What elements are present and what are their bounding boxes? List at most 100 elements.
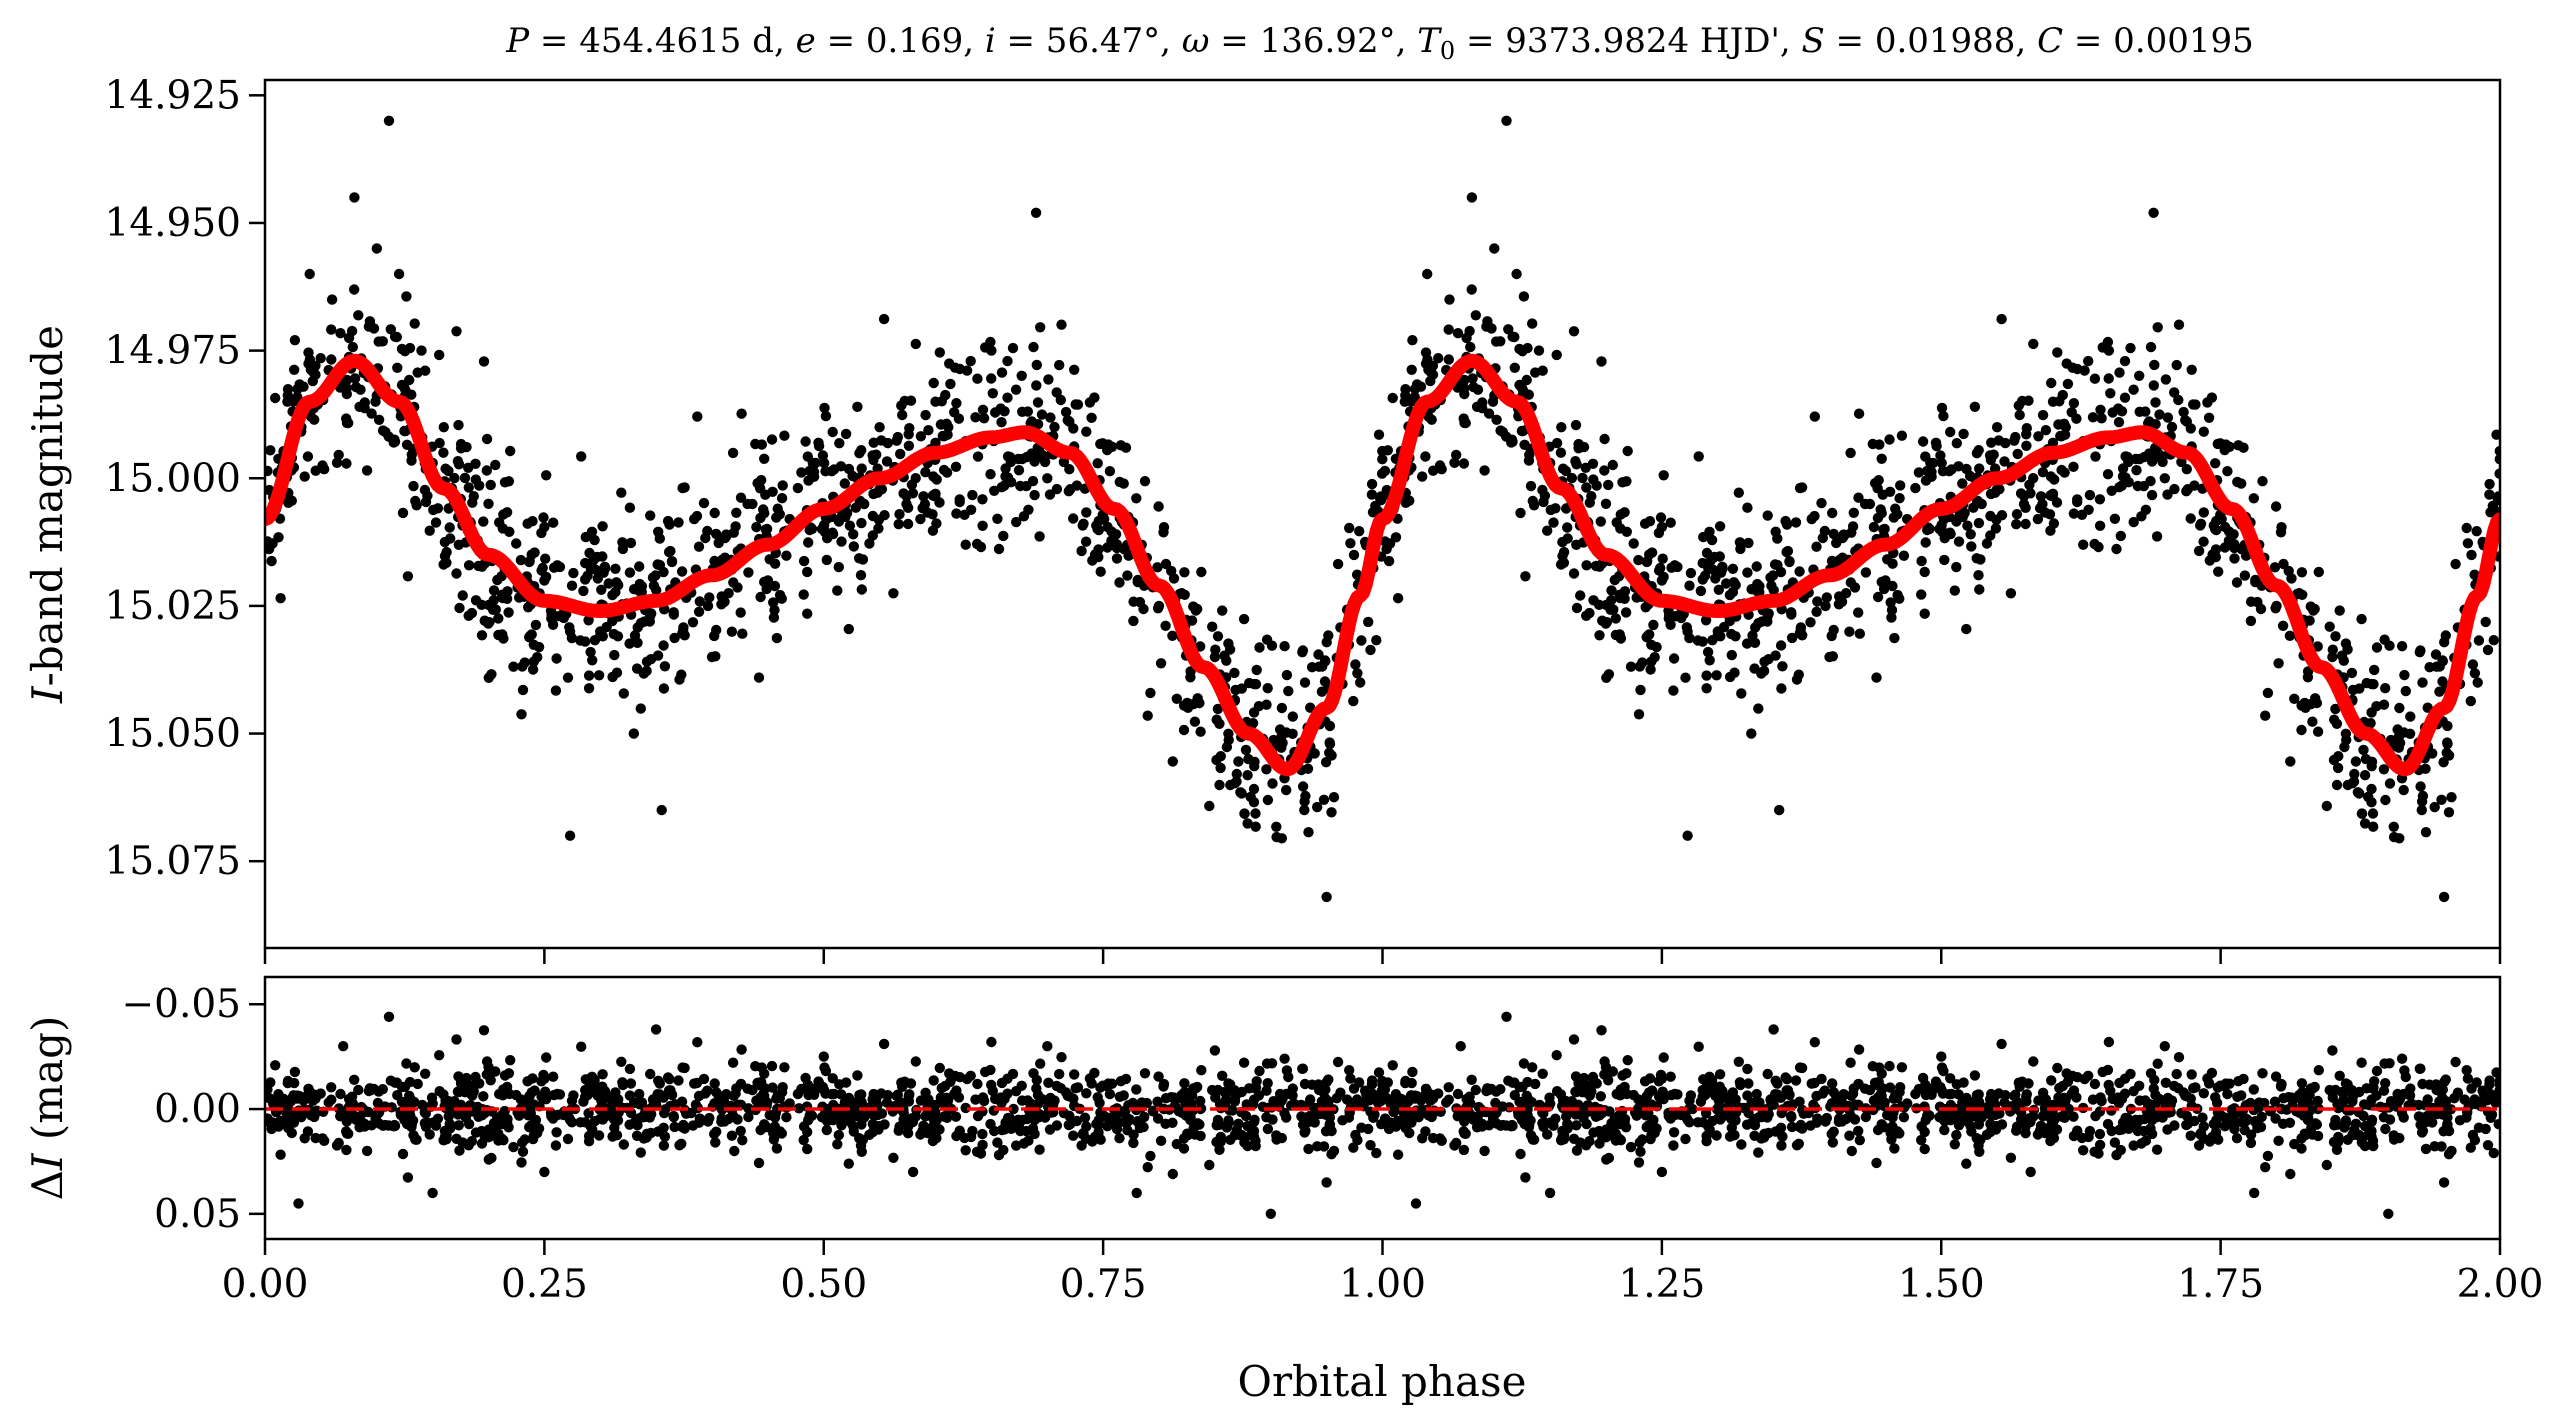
observation-point [856, 517, 867, 529]
observation-point [1571, 539, 1582, 550]
residual-point [628, 1097, 640, 1109]
observation-point [1658, 470, 1669, 481]
residual-point [677, 1062, 688, 1073]
observation-point [1990, 523, 2002, 534]
observation-point [1520, 571, 1531, 582]
observation-point [1781, 546, 1792, 558]
residual-point [2445, 1104, 2457, 1115]
observation-point [1705, 555, 1716, 566]
observation-point [1013, 453, 1024, 465]
observation-point [2328, 754, 2340, 766]
observation-point [803, 537, 814, 548]
observation-point [434, 349, 445, 361]
residual-point [836, 1120, 847, 1131]
observation-point [539, 575, 550, 586]
residual-point [2028, 1111, 2039, 1122]
residual-point [779, 1062, 790, 1073]
observation-point [2491, 429, 2500, 440]
observation-point [389, 331, 401, 342]
residual-point [516, 1157, 527, 1168]
residual-point [1581, 1140, 1592, 1151]
observation-point [1064, 464, 1075, 475]
residual-point [1527, 1134, 1539, 1145]
residual-point [2149, 1074, 2160, 1086]
residual-point [2134, 1080, 2145, 1092]
residual-point [1084, 1073, 1096, 1084]
observation-point [564, 830, 576, 841]
residual-point [1961, 1158, 1972, 1169]
residual-point [2371, 1065, 2383, 1077]
residual-point [1296, 1111, 1307, 1122]
observation-point [1697, 557, 1708, 569]
observation-point [354, 401, 365, 412]
observation-point [1160, 620, 1171, 631]
observation-point [399, 425, 410, 437]
residual-point [743, 1111, 754, 1123]
observation-point [2181, 464, 2192, 475]
observation-point [366, 408, 377, 419]
observation-point [804, 465, 815, 476]
residual-point [694, 1113, 705, 1124]
residual-point [522, 1076, 533, 1087]
residual-point [1371, 1147, 1382, 1159]
residual-point [1794, 1062, 1806, 1073]
observation-point [1309, 748, 1320, 759]
observation-point [1557, 550, 1568, 562]
observation-point [967, 489, 978, 501]
observation-point [910, 338, 921, 350]
residual-point [992, 1137, 1003, 1148]
residual-point [833, 1129, 844, 1141]
observation-point [2122, 451, 2133, 463]
observation-point [1279, 641, 1290, 652]
observation-point [1381, 543, 1392, 555]
observation-point [772, 503, 783, 514]
observation-point [457, 590, 468, 601]
observation-point [659, 661, 671, 672]
residual-point [1854, 1135, 1866, 1146]
observation-point [1449, 457, 1460, 468]
observation-point [777, 480, 788, 491]
observation-point [1721, 578, 1732, 589]
observation-point [1966, 541, 1977, 552]
observation-point [1000, 463, 1011, 474]
residual-point [2096, 1095, 2107, 1107]
observation-point [1160, 558, 1172, 570]
observation-point [2208, 520, 2219, 531]
residual-point [802, 1143, 813, 1155]
observation-point [1577, 472, 1588, 484]
observation-point [1267, 778, 1278, 789]
observation-point [1824, 651, 1835, 663]
residual-point [896, 1077, 907, 1088]
residual-point [2270, 1113, 2281, 1124]
observation-point [731, 507, 742, 518]
observation-point [1794, 482, 1806, 494]
residual-point [960, 1145, 971, 1156]
residual-point [1707, 1115, 1718, 1127]
observation-point [1501, 115, 1512, 127]
observation-point [1916, 555, 1927, 567]
observation-point [1974, 584, 1985, 595]
observation-point [792, 482, 804, 494]
residual-point [843, 1158, 854, 1169]
residual-point [2450, 1056, 2461, 1068]
observation-point [2154, 409, 2165, 420]
observation-point [1261, 634, 1273, 645]
observation-point [632, 622, 643, 633]
observation-point [1027, 475, 1039, 487]
residual-point [2378, 1112, 2390, 1123]
residual-point [1227, 1105, 1238, 1116]
residual-point [2060, 1103, 2071, 1115]
observation-point [2134, 406, 2145, 417]
observation-point [1366, 478, 1378, 490]
observation-point [945, 378, 956, 390]
residual-point [2037, 1111, 2049, 1122]
observation-point [986, 373, 997, 384]
residual-point [548, 1089, 560, 1101]
observation-point [2363, 791, 2374, 803]
bottom-y-axis-label: ΔI (mag) [23, 1016, 72, 1201]
observation-point [371, 243, 382, 254]
observation-point [1821, 592, 1833, 603]
observation-point [1212, 703, 1224, 715]
observation-point [515, 554, 527, 566]
residual-point [1527, 1062, 1538, 1073]
